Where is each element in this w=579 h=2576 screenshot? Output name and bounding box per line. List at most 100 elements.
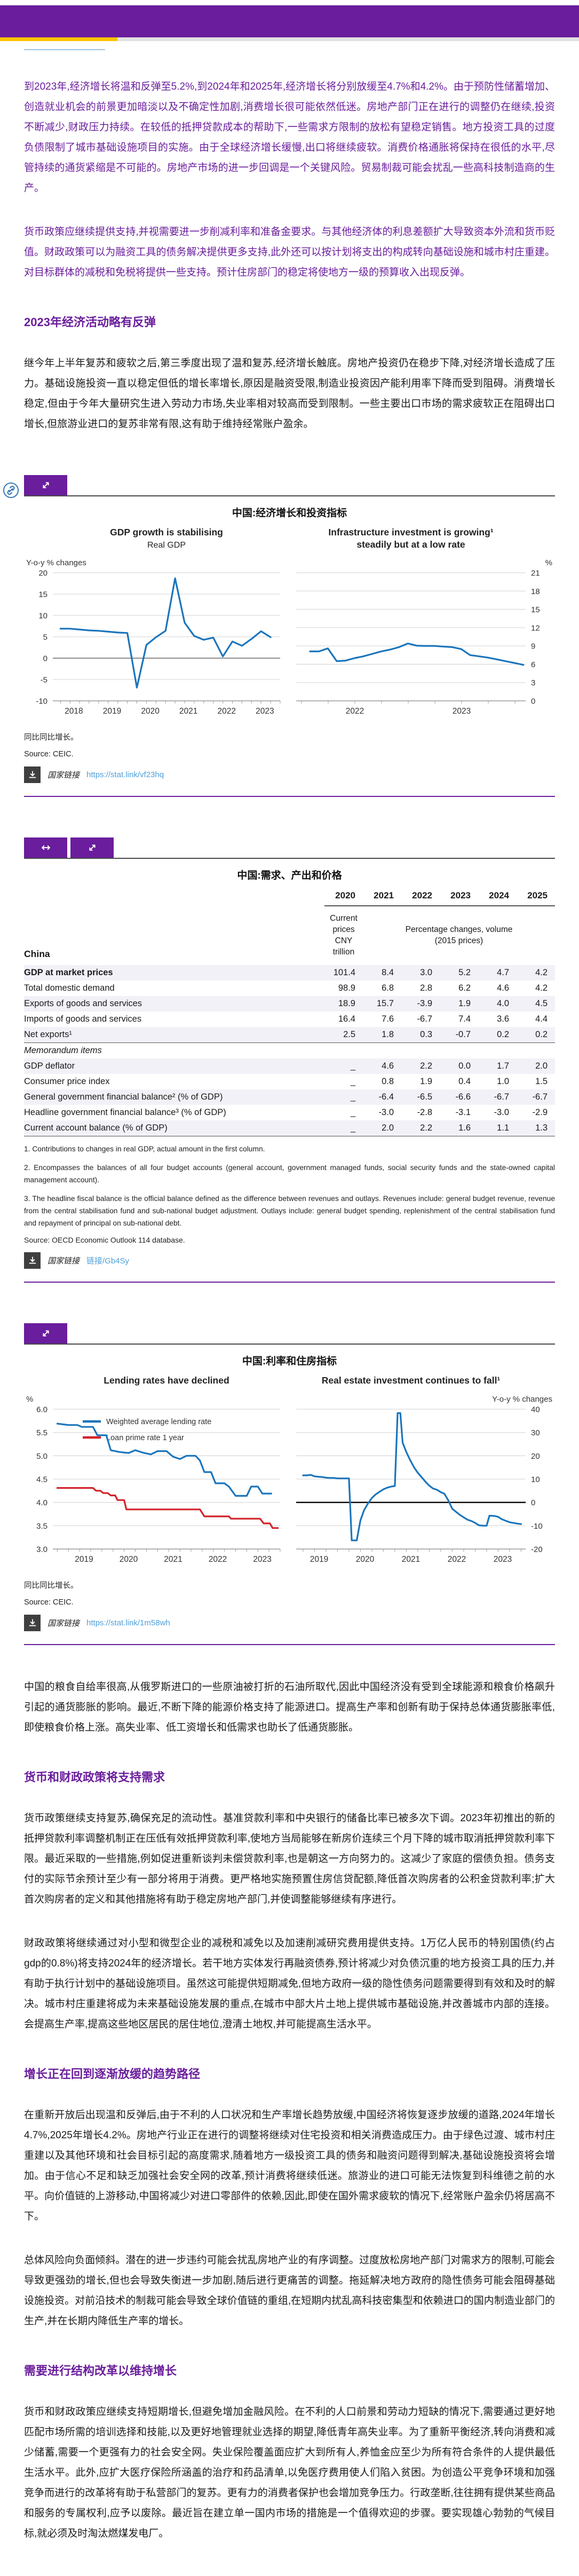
table-footnote-3: 3. The headline fiscal balance is the of… bbox=[24, 1195, 555, 1227]
row-value: _ bbox=[350, 1061, 355, 1071]
row-value: 1.8 bbox=[363, 1027, 401, 1043]
row-label: Net exports¹ bbox=[24, 1027, 324, 1043]
row-value: 18.9 bbox=[338, 999, 355, 1008]
expand-icon bbox=[89, 844, 96, 851]
download-icon[interactable] bbox=[24, 1252, 41, 1269]
svg-text:2022: 2022 bbox=[218, 707, 236, 716]
row-label: Imports of goods and services bbox=[24, 1014, 142, 1024]
row-value: 6.2 bbox=[458, 983, 471, 993]
row-value: 4.2 bbox=[535, 983, 548, 993]
table-row: GDP deflator _ 4.6 2.2 0.0 1.7 2.0 bbox=[24, 1058, 555, 1074]
svg-text:5.5: 5.5 bbox=[36, 1428, 47, 1437]
expand-figure-button[interactable] bbox=[24, 475, 67, 495]
svg-text:9: 9 bbox=[531, 642, 535, 651]
row-label: Exports of goods and services bbox=[24, 999, 142, 1008]
row-value: 2.2 bbox=[401, 1120, 440, 1136]
row-value: 1.7 bbox=[497, 1061, 509, 1071]
section-heading-policy: 货币和财政政策将支持需求 bbox=[24, 1771, 165, 1784]
paragraph-activity: 继今年上半年复苏和疲软之后,第三季度出现了温和复苏,经济增长触底。房地产投资仍在… bbox=[24, 358, 555, 430]
row-label: General government financial balance² (%… bbox=[24, 1092, 223, 1102]
svg-text:3.0: 3.0 bbox=[36, 1545, 47, 1554]
svg-text:2023: 2023 bbox=[494, 1555, 512, 1564]
row-value: 0.0 bbox=[458, 1061, 471, 1071]
row-label: Consumer price index bbox=[24, 1077, 110, 1086]
row-value: 2.2 bbox=[420, 1061, 432, 1071]
row-value: 7.6 bbox=[382, 1014, 394, 1024]
figure-growth-investment: 中国:经济增长和投资指标 GDP growth is stabilising Re… bbox=[3, 475, 555, 797]
svg-text:2020: 2020 bbox=[120, 1555, 138, 1564]
svg-text:6: 6 bbox=[531, 660, 535, 669]
year-header: 2021 bbox=[363, 887, 401, 906]
svg-text:2019: 2019 bbox=[310, 1555, 328, 1564]
svg-text:20: 20 bbox=[531, 1452, 540, 1461]
svg-text:2019: 2019 bbox=[75, 1555, 93, 1564]
column-subheader-current-prices: Current prices CNY trillion bbox=[324, 906, 363, 965]
row-value: _ bbox=[324, 1120, 363, 1136]
row-value: 4.6 bbox=[497, 983, 509, 993]
table-footnote-2: 2. Encompasses the balances of all four … bbox=[24, 1164, 555, 1184]
year-header: 2020 bbox=[324, 887, 363, 906]
table-source: Source: OECD Economic Outlook 114 databa… bbox=[24, 1236, 185, 1244]
row-label: GDP at market prices bbox=[24, 968, 113, 977]
svg-text:2019: 2019 bbox=[103, 707, 121, 716]
expand-table-button[interactable] bbox=[70, 837, 114, 858]
svg-text:15: 15 bbox=[531, 605, 540, 614]
svg-text:5.0: 5.0 bbox=[36, 1452, 47, 1461]
expand-figure-button[interactable] bbox=[24, 1323, 67, 1344]
row-value: -2.8 bbox=[417, 1108, 432, 1117]
statlink-label: 国家链接 bbox=[47, 771, 80, 780]
permalink-icon[interactable] bbox=[3, 482, 19, 499]
real-estate-investment-chart: Real estate investment continues to fall… bbox=[292, 1371, 554, 1577]
row-value: 1.9 bbox=[458, 999, 471, 1008]
row-value: 4.4 bbox=[535, 1014, 548, 1024]
row-value: -3.0 bbox=[378, 1108, 394, 1117]
year-header: 2024 bbox=[478, 887, 517, 906]
statlink-url[interactable]: https://stat.link/1m58wh bbox=[86, 1618, 170, 1627]
figure1-title: 中国:经济增长和投资指标 bbox=[232, 508, 347, 519]
row-value: 0.8 bbox=[382, 1077, 394, 1086]
row-value: 1.5 bbox=[535, 1077, 548, 1086]
svg-text:5: 5 bbox=[43, 633, 47, 642]
svg-text:4.5: 4.5 bbox=[36, 1475, 47, 1484]
row-value: 3.6 bbox=[497, 1014, 509, 1024]
statlink-url[interactable]: https://stat.link/vf23hq bbox=[86, 770, 164, 779]
statlink-label: 国家链接 bbox=[47, 1619, 80, 1628]
horizontal-arrows-icon bbox=[41, 845, 50, 850]
paragraph-risks: 总体风险向负面倾斜。潜在的进一步违约可能会扰乱房地产业的有序调整。过度放松房地产… bbox=[24, 2255, 555, 2327]
accent-bar bbox=[0, 37, 579, 41]
svg-text:3.5: 3.5 bbox=[36, 1522, 47, 1531]
purple-divider bbox=[24, 1644, 555, 1645]
row-value: 4.2 bbox=[535, 968, 548, 977]
row-value: 8.4 bbox=[382, 968, 394, 977]
section-heading-activity: 2023年经济活动略有反弹 bbox=[24, 315, 156, 329]
paragraph-monetary: 货币政策继续支持复苏,确保充足的流动性。基准贷款利率和中央银行的储备比率已被多次… bbox=[24, 1813, 555, 1905]
svg-text:2022: 2022 bbox=[346, 707, 364, 716]
table-demand-output-prices: 中国:需求、产出和价格 2020 2021 2022 2023 2024 202… bbox=[24, 837, 555, 1283]
row-value: 0.4 bbox=[458, 1077, 471, 1086]
row-label: Headline government financial balance³ (… bbox=[24, 1108, 226, 1117]
row-value: -3.1 bbox=[455, 1108, 471, 1117]
top-link[interactable] bbox=[24, 43, 105, 50]
section-heading-growth: 增长正在回到逐渐放缓的趋势路径 bbox=[24, 2067, 201, 2081]
row-value: -6.7 bbox=[417, 1014, 432, 1024]
row-value: -3.0 bbox=[494, 1108, 509, 1117]
intro-paragraph-policy: 货币政策应继续提供支持,并视需要进一步削减利率和准备金要求。与其他经济体的利息差… bbox=[24, 226, 555, 278]
svg-text:Infrastructure investment is g: Infrastructure investment is growing¹ bbox=[328, 527, 493, 538]
row-value: -0.7 bbox=[440, 1027, 478, 1043]
table-toolbar bbox=[24, 837, 555, 859]
row-value: 3.0 bbox=[420, 968, 432, 977]
svg-text:3: 3 bbox=[531, 678, 535, 688]
row-value: 4.5 bbox=[535, 999, 548, 1008]
svg-text:0: 0 bbox=[43, 654, 47, 663]
svg-text:10: 10 bbox=[531, 1475, 540, 1484]
statlink-url[interactable]: 链接/Gb4Sy bbox=[86, 1257, 130, 1266]
svg-text:10: 10 bbox=[38, 612, 47, 621]
row-value: -6.7 bbox=[494, 1092, 509, 1102]
row-value bbox=[517, 1043, 555, 1059]
download-icon[interactable] bbox=[24, 767, 41, 783]
accent-bar-yellow bbox=[0, 37, 117, 41]
download-icon[interactable] bbox=[24, 1615, 41, 1631]
subheader-line: CNY trillion bbox=[332, 936, 355, 957]
scroll-horizontal-button[interactable] bbox=[24, 837, 67, 858]
svg-text:2021: 2021 bbox=[402, 1555, 420, 1564]
